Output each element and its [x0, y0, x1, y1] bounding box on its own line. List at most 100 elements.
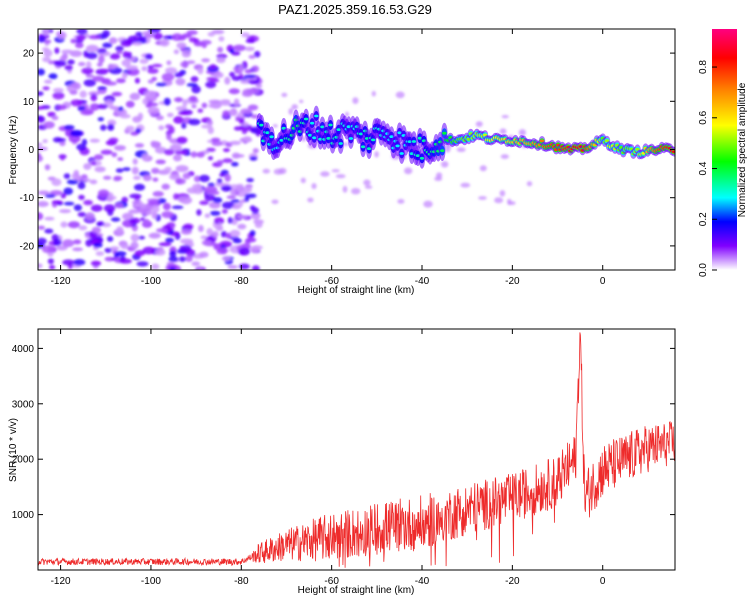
noise-blob	[54, 47, 60, 54]
noise-blob	[307, 197, 314, 203]
noise-blob	[90, 93, 98, 102]
noise-blob	[221, 201, 235, 209]
noise-blob	[218, 36, 225, 42]
noise-blob	[151, 263, 160, 270]
noise-blob	[104, 256, 115, 262]
noise-blob	[107, 123, 115, 131]
noise-blob	[221, 185, 232, 192]
noise-blob	[204, 194, 216, 202]
noise-blob	[148, 29, 161, 33]
noise-blob	[185, 255, 193, 262]
noise-blob	[231, 161, 239, 167]
noise-blob	[300, 177, 306, 184]
noise-blob	[111, 152, 118, 158]
noise-blob	[222, 158, 233, 163]
noise-blob	[252, 148, 259, 154]
noise-blob	[89, 179, 98, 185]
noise-blob	[152, 191, 164, 197]
noise-blob	[395, 91, 405, 99]
noise-blob	[132, 41, 143, 46]
noise-blob	[41, 245, 55, 254]
noise-blob	[174, 72, 184, 78]
signal-core	[348, 137, 354, 140]
noise-blob	[206, 228, 213, 236]
noise-blob	[114, 145, 126, 151]
noise-blob	[204, 213, 211, 218]
noise-blob	[166, 112, 174, 118]
noise-blob	[207, 182, 215, 187]
noise-blob	[147, 198, 160, 203]
noise-blob	[209, 64, 217, 70]
noise-blob	[63, 187, 73, 195]
noise-blob	[251, 65, 260, 73]
noise-blob	[125, 100, 135, 108]
noise-blob	[499, 128, 507, 135]
noise-blob	[77, 105, 86, 112]
noise-blob	[129, 209, 138, 214]
noise-blob	[147, 65, 154, 70]
noise-blob	[44, 216, 55, 221]
noise-blob	[288, 108, 294, 115]
noise-blob	[151, 211, 158, 219]
noise-blob	[120, 243, 129, 250]
noise-blob	[153, 32, 163, 40]
noise-blob	[291, 104, 298, 110]
noise-blob	[44, 164, 51, 171]
noise-blob	[220, 100, 231, 106]
noise-blob	[133, 183, 146, 191]
noise-blob	[122, 51, 129, 59]
colorbar-tick-label: 0.2	[698, 212, 709, 226]
noise-blob	[62, 239, 75, 248]
noise-blob	[88, 34, 102, 40]
noise-blob	[243, 74, 256, 79]
noise-blob	[227, 217, 233, 224]
noise-blob	[61, 49, 74, 54]
noise-blob	[211, 231, 219, 238]
signal-core	[326, 137, 331, 140]
noise-blob	[191, 104, 197, 109]
noise-blob	[57, 31, 67, 40]
noise-blob	[165, 237, 175, 243]
noise-blob	[230, 199, 241, 204]
noise-blob	[299, 99, 304, 104]
noise-blob	[63, 125, 75, 130]
noise-blob	[232, 238, 242, 244]
noise-blob	[127, 68, 140, 76]
noise-blob	[244, 193, 257, 199]
noise-blob	[103, 175, 112, 180]
noise-blob	[47, 258, 55, 265]
noise-blob	[181, 49, 191, 58]
noise-blob	[142, 98, 149, 105]
noise-blob	[180, 196, 193, 205]
noise-blob	[507, 198, 512, 206]
noise-blob	[67, 221, 80, 229]
noise-blob	[57, 138, 66, 142]
noise-blob	[196, 209, 202, 216]
noise-blob	[229, 48, 235, 54]
noise-blob	[98, 68, 110, 73]
colorbar-tick-label: 0.4	[698, 161, 709, 175]
noise-blob	[186, 83, 198, 87]
noise-blob	[204, 186, 218, 193]
noise-blob	[161, 211, 174, 219]
noise-blob	[193, 175, 201, 183]
noise-blob	[500, 154, 509, 160]
noise-blob	[456, 147, 466, 152]
noise-blob	[97, 86, 107, 90]
x-tick-label: -120	[51, 276, 71, 287]
noise-blob	[221, 255, 232, 262]
noise-blob	[345, 111, 349, 117]
noise-blob	[197, 108, 204, 113]
noise-blob	[70, 130, 83, 137]
noise-blob	[197, 267, 204, 270]
noise-blob	[136, 261, 149, 267]
noise-blob	[66, 84, 74, 92]
noise-blob	[171, 33, 183, 41]
noise-blob	[217, 46, 224, 53]
noise-blob	[38, 142, 43, 147]
noise-blob	[151, 63, 163, 68]
noise-blob	[91, 226, 101, 234]
noise-blob	[158, 125, 165, 131]
signal-core	[336, 128, 341, 132]
